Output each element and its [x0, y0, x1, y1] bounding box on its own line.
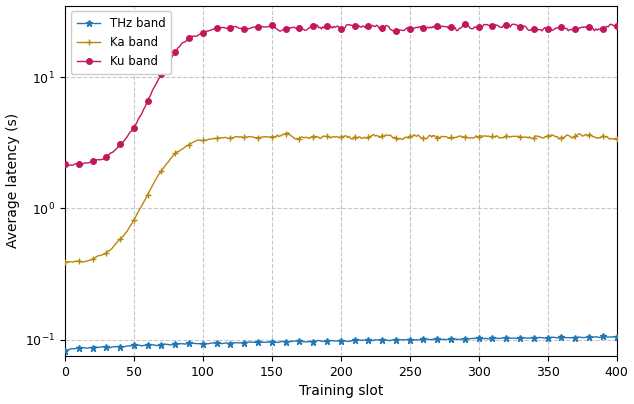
Ka band	[133, 213, 141, 217]
THz band	[260, 340, 268, 345]
Ku band	[61, 162, 68, 167]
Ku band	[65, 163, 73, 168]
Ka band	[612, 136, 620, 141]
THz band	[339, 338, 346, 343]
Line: Ku band: Ku band	[62, 21, 619, 168]
Ka band	[365, 135, 372, 140]
THz band	[133, 343, 141, 348]
Ku band	[414, 25, 422, 30]
THz band	[612, 334, 620, 339]
THz band	[602, 334, 609, 339]
Ka band	[260, 135, 268, 139]
Line: Ka band: Ka band	[61, 129, 620, 266]
Line: THz band: THz band	[61, 333, 620, 355]
Ku band	[365, 24, 372, 29]
Ku band	[612, 24, 620, 29]
Ku band	[261, 24, 269, 29]
Ku band	[134, 117, 142, 122]
X-axis label: Training slot: Training slot	[299, 385, 383, 398]
Y-axis label: Average latency (s): Average latency (s)	[6, 113, 20, 248]
THz band	[413, 337, 420, 342]
Ka band	[285, 130, 292, 135]
Ku band	[461, 21, 469, 26]
Ku band	[340, 26, 347, 31]
THz band	[61, 349, 68, 354]
Ka band	[467, 136, 474, 141]
Ku band	[468, 26, 476, 31]
Ka band	[414, 133, 422, 137]
THz band	[465, 337, 473, 341]
Ka band	[340, 134, 347, 139]
THz band	[363, 338, 371, 343]
Ka band	[61, 260, 68, 265]
Legend: THz band, Ka band, Ku band: THz band, Ka band, Ku band	[71, 11, 171, 74]
